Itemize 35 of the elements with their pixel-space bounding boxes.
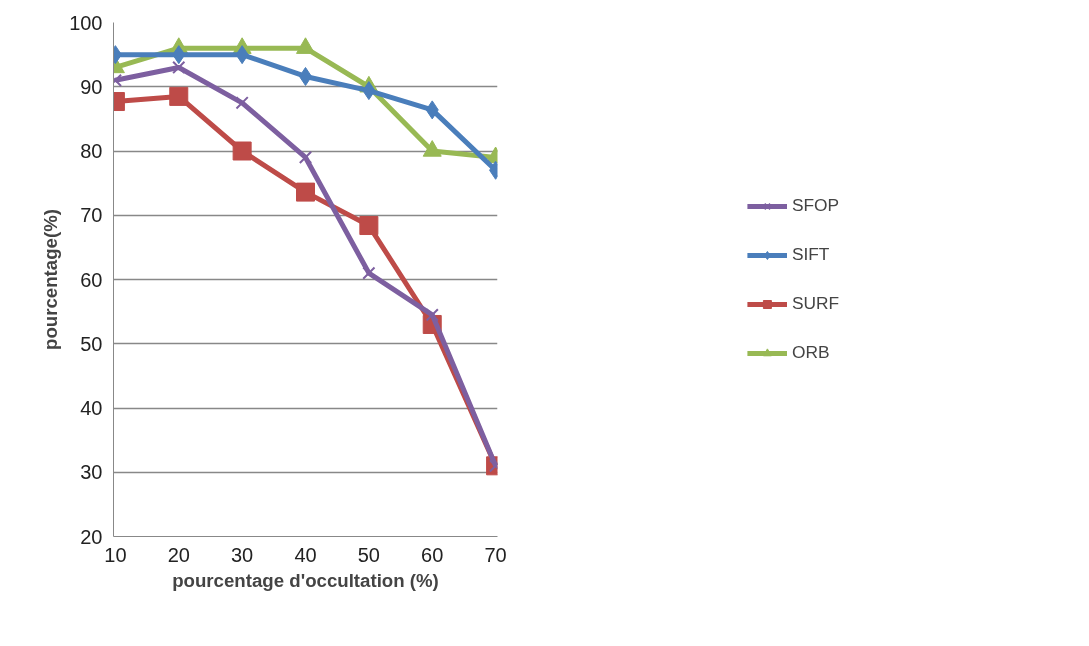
y-tick-label: 50	[80, 332, 103, 355]
x-tick-label: 20	[167, 543, 190, 566]
y-tick-label: 20	[80, 525, 103, 548]
x-tick-label: 40	[294, 543, 317, 566]
point	[362, 266, 376, 280]
point	[235, 96, 249, 110]
x-tick-label: 30	[231, 543, 254, 566]
legend-label: SFOP	[791, 195, 840, 216]
point	[425, 308, 439, 322]
point	[232, 141, 252, 161]
point	[359, 216, 379, 236]
y-tick-label: 80	[80, 140, 103, 162]
point	[172, 45, 186, 65]
point	[425, 100, 439, 120]
legend-label: SURF	[791, 293, 840, 314]
legend-label: SIFT	[791, 244, 830, 265]
x-tick-label: 50	[357, 543, 380, 566]
y-tick-label: 40	[80, 397, 103, 419]
point	[298, 150, 313, 165]
y-tick-label: 30	[80, 461, 103, 484]
y-tick-label: 70	[80, 204, 103, 227]
point	[362, 81, 376, 101]
legend-label: ORB	[791, 342, 830, 363]
point	[169, 86, 189, 106]
x-tick-label: 10	[104, 543, 127, 566]
x-axis-title: pourcentage d'occultation (%)	[172, 569, 439, 591]
y-tick-label: 90	[80, 75, 103, 98]
y-tick-label: 100	[69, 11, 103, 34]
y-tick-label: 60	[80, 268, 103, 291]
y-axis-title: pourcentage(%)	[40, 209, 62, 350]
point	[296, 182, 315, 202]
point	[235, 45, 249, 65]
point	[172, 60, 186, 75]
x-tick-label: 70	[484, 543, 507, 566]
x-tick-label: 60	[421, 543, 444, 566]
